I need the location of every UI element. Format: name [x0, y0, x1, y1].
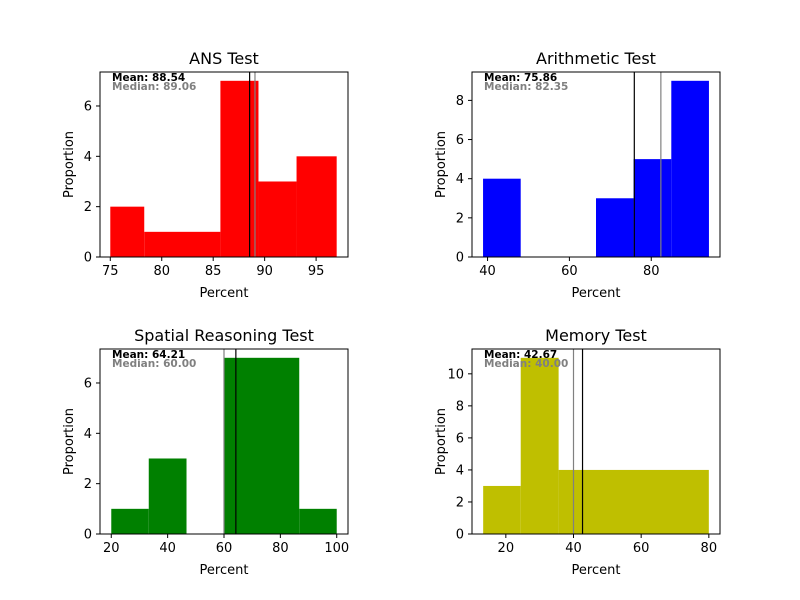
y-axis-label: Proportion [434, 408, 449, 475]
x-tick-label: 40 [565, 541, 582, 556]
y-tick-label: 2 [456, 495, 464, 510]
histogram-bar [296, 156, 337, 257]
subplot-title: Arithmetic Test [536, 49, 656, 68]
histogram-bar [520, 357, 559, 534]
median-annotation: Median: 82.35 [484, 81, 568, 93]
histogram-bar [671, 80, 709, 257]
histogram-bar [111, 508, 149, 534]
y-axis-label: Proportion [434, 131, 449, 198]
x-tick-label: 80 [153, 264, 170, 279]
subplot-1: 75 80 85 90 95 0 2 4 6 ANS Test Percent Proportion M… [62, 49, 349, 301]
histogram-bar [633, 159, 672, 257]
y-tick-label: 2 [456, 211, 464, 226]
histogram-bar [299, 508, 337, 534]
histogram-bar [224, 357, 300, 534]
y-tick-label: 6 [84, 99, 92, 114]
mean-annotation: Mean: 42.67 [484, 349, 557, 361]
x-axis-label: Percent [572, 563, 621, 578]
y-tick-label: 4 [84, 150, 92, 165]
y-tick-label: 8 [456, 399, 464, 414]
axes-frame [99, 71, 349, 258]
y-tick-label: 6 [84, 376, 92, 391]
mean-annotation: Mean: 75.86 [484, 72, 557, 84]
x-tick-label: 60 [216, 541, 233, 556]
y-tick-label: 6 [456, 431, 464, 446]
y-tick-label: 2 [84, 477, 92, 492]
x-axis-label: Percent [200, 286, 249, 301]
x-tick-label: 20 [103, 541, 120, 556]
histogram-bar [483, 485, 521, 534]
median-annotation: Median: 40.00 [484, 358, 568, 370]
y-tick-label: 4 [456, 463, 464, 478]
histogram-bar [483, 178, 521, 257]
x-tick-label: 80 [643, 264, 660, 279]
subplot-title: Spatial Reasoning Test [134, 326, 314, 345]
axes-frame [471, 71, 721, 258]
x-tick-label: 40 [479, 264, 496, 279]
x-tick-label: 80 [701, 541, 718, 556]
subplot-2: 40 60 80 0 2 4 6 8 Arithmetic Test Percent Proport… [434, 49, 721, 301]
histogram-bar [596, 198, 634, 257]
x-tick-label: 80 [272, 541, 289, 556]
x-tick-label: 20 [498, 541, 515, 556]
y-tick-label: 4 [84, 427, 92, 442]
y-tick-label: 2 [84, 200, 92, 215]
x-tick-label: 90 [256, 264, 273, 279]
subplot-4: 20 40 60 80 0 2 4 6 8 10 Memory Test Percent Proport… [434, 326, 721, 578]
histogram-bar [220, 80, 259, 257]
x-axis-label: Percent [200, 563, 249, 578]
x-tick-label: 40 [159, 541, 176, 556]
x-tick-label: 60 [561, 264, 578, 279]
axes-frame [471, 348, 721, 535]
median-annotation: Median: 60.00 [112, 358, 196, 370]
y-tick-label: 0 [456, 528, 464, 543]
histogram-bar [258, 181, 297, 257]
mean-annotation: Mean: 64.21 [112, 349, 185, 361]
y-tick-label: 0 [456, 251, 464, 266]
histogram-bar [558, 469, 709, 534]
x-tick-label: 85 [205, 264, 222, 279]
y-tick-label: 0 [84, 528, 92, 543]
x-tick-label: 60 [633, 541, 650, 556]
x-tick-label: 100 [324, 541, 349, 556]
mean-annotation: Mean: 88.54 [112, 72, 185, 84]
subplot-3: 20 40 60 80 100 0 2 4 6 Spatial Reasoning Test Per… [62, 326, 349, 578]
y-tick-label: 10 [447, 367, 464, 382]
histogram-bar [144, 231, 221, 257]
y-tick-label: 0 [84, 251, 92, 266]
histogram-bar [110, 206, 145, 257]
y-axis-label: Proportion [62, 408, 77, 475]
y-tick-label: 6 [456, 133, 464, 148]
subplot-title: ANS Test [189, 49, 259, 68]
subplot-title: Memory Test [545, 326, 647, 345]
y-tick-label: 8 [456, 94, 464, 109]
histogram-bar [148, 458, 187, 534]
y-tick-label: 4 [456, 172, 464, 187]
x-axis-label: Percent [572, 286, 621, 301]
median-annotation: Median: 89.06 [112, 81, 196, 93]
y-axis-label: Proportion [62, 131, 77, 198]
x-tick-label: 75 [102, 264, 119, 279]
x-tick-label: 95 [308, 264, 325, 279]
